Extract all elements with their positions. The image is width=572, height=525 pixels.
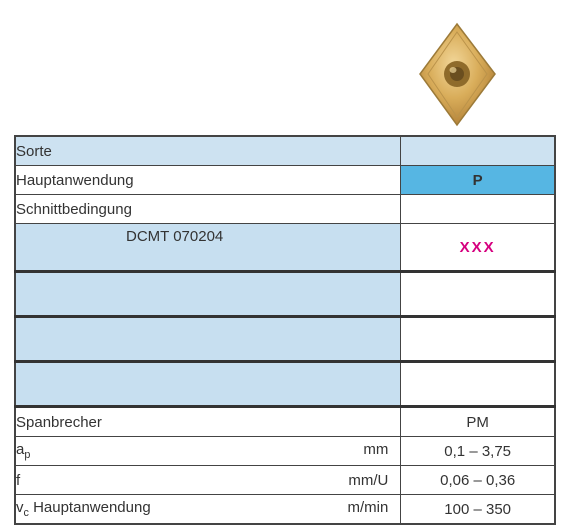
f-label-cell: f mm/U <box>15 466 401 495</box>
sorte-label-cell: Sorte <box>15 136 401 166</box>
empty-row-2-right <box>401 317 555 362</box>
f-range: 0,06 – 0,36 <box>440 472 515 489</box>
sorte-value-cell <box>401 136 555 166</box>
empty-row-2-left <box>15 317 401 362</box>
vc-unit: m/min <box>347 499 400 516</box>
xxx-value: XXX <box>460 239 496 256</box>
hauptanwendung-value: P <box>473 172 483 189</box>
empty-row-1-left <box>15 272 401 317</box>
ap-label-cell: ap mm <box>15 437 401 466</box>
empty-row-3-left <box>15 362 401 407</box>
spanbrecher-label-cell: Spanbrecher <box>15 407 401 437</box>
f-value-cell: 0,06 – 0,36 <box>401 466 555 495</box>
f-symbol: f <box>16 472 20 489</box>
empty-row-3-right <box>401 362 555 407</box>
insert-code: DCMT 070204 <box>126 228 223 245</box>
spanbrecher-value: PM <box>466 414 489 431</box>
ap-range: 0,1 – 3,75 <box>444 443 511 460</box>
xxx-cell: XXX <box>401 224 555 272</box>
vc-range: 100 – 350 <box>444 501 511 518</box>
vc-symbol: vc Hauptanwendung <box>16 499 151 519</box>
hauptanwendung-label: Hauptanwendung <box>16 172 134 189</box>
schnittbedingung-label: Schnittbedingung <box>16 201 132 218</box>
ap-symbol: ap <box>16 441 30 461</box>
empty-row-1-right <box>401 272 555 317</box>
insert-code-cell: DCMT 070204 <box>15 224 401 272</box>
spanbrecher-label: Spanbrecher <box>16 414 102 431</box>
spec-table: Sorte Hauptanwendung P Schnittbedingung … <box>14 135 556 525</box>
ap-unit: mm <box>363 441 400 458</box>
vc-label-cell: vc Hauptanwendung m/min <box>15 495 401 525</box>
vc-value-cell: 100 – 350 <box>401 495 555 525</box>
f-unit: mm/U <box>348 472 400 489</box>
spanbrecher-value-cell: PM <box>401 407 555 437</box>
schnittbedingung-value-cell <box>401 195 555 224</box>
rhombic-insert-icon <box>415 22 500 127</box>
ap-value-cell: 0,1 – 3,75 <box>401 437 555 466</box>
sorte-label: Sorte <box>16 143 52 160</box>
hauptanwendung-value-cell: P <box>401 166 555 195</box>
hauptanwendung-label-cell: Hauptanwendung <box>15 166 401 195</box>
schnittbedingung-label-cell: Schnittbedingung <box>15 195 401 224</box>
